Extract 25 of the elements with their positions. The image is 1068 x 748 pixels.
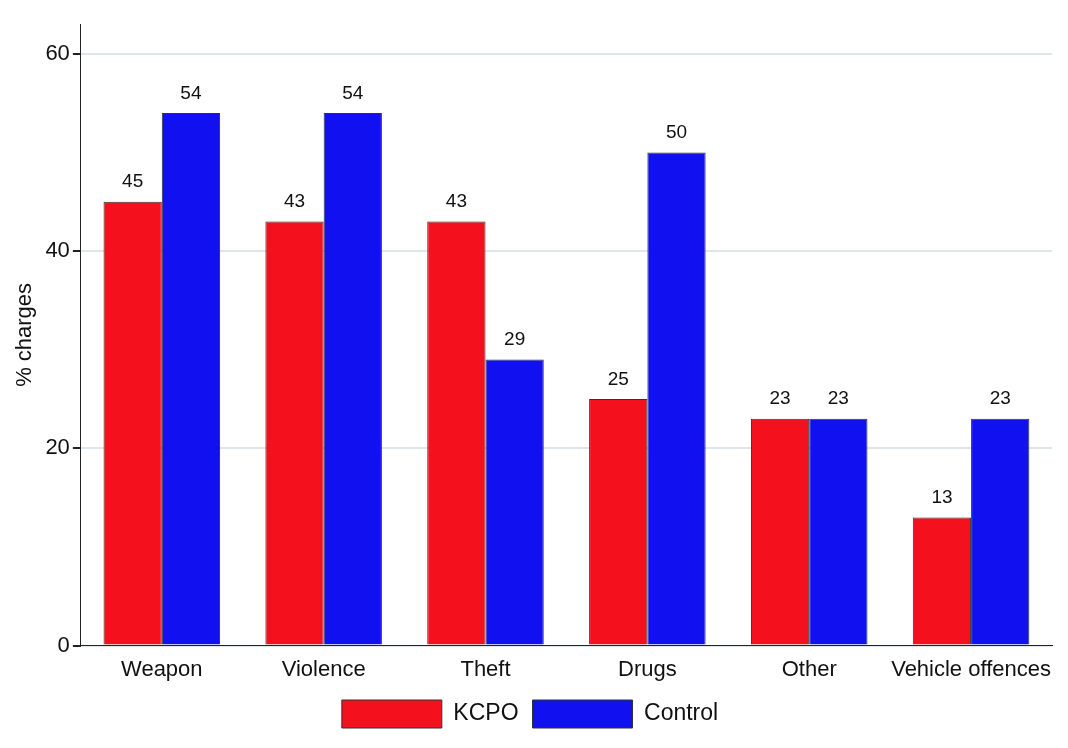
y-tick-label: 60 <box>45 39 70 65</box>
data-label: 13 <box>931 486 953 508</box>
data-label: 45 <box>122 170 144 192</box>
data-label: 54 <box>180 81 202 103</box>
y-tick-label: 40 <box>45 237 70 263</box>
data-label: 43 <box>283 190 306 212</box>
y-tick-label: 0 <box>57 631 70 657</box>
data-label: 23 <box>769 387 791 409</box>
data-label: 43 <box>445 190 467 212</box>
data-label: 50 <box>665 121 688 143</box>
y-axis-title: % charges <box>11 282 37 387</box>
data-label: 23 <box>827 387 849 409</box>
legend-label: KCPO <box>453 699 519 726</box>
legend-label: Control <box>644 699 719 726</box>
x-tick-label: Weapon <box>121 655 203 681</box>
x-tick-label: Other <box>781 655 837 681</box>
x-tick-label: Theft <box>460 655 511 681</box>
data-label: 29 <box>504 328 526 350</box>
data-label: 54 <box>342 81 364 103</box>
data-label: 25 <box>607 367 629 389</box>
x-tick-label: Drugs <box>618 655 677 681</box>
x-tick-label: Vehicle offences <box>891 655 1051 681</box>
y-tick-label: 20 <box>45 434 70 460</box>
data-label: 23 <box>989 387 1011 409</box>
x-tick-label: Violence <box>281 655 366 681</box>
